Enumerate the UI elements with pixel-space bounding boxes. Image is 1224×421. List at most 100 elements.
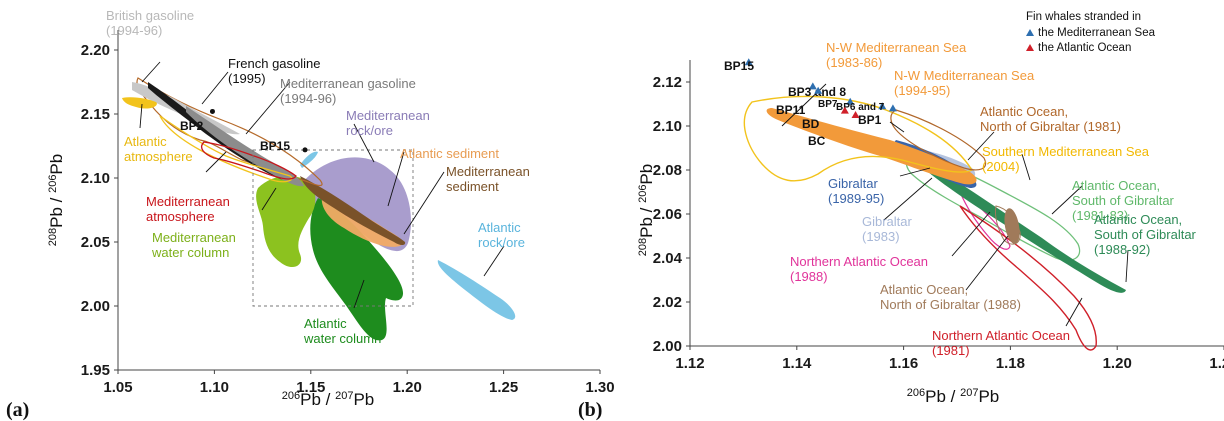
- field-label-mediterranean-water-column: Mediterranean water column: [151, 230, 236, 260]
- field-mediterranean-water-column: [256, 175, 316, 268]
- field-mediterranean-sediment: [300, 176, 406, 245]
- point-label-bd: BD: [802, 117, 820, 131]
- x-tick-label: 1.18: [996, 355, 1025, 372]
- field-atlantic-atmosphere-outline: [159, 115, 293, 183]
- leader-sw-gibraltar-1981-83: [1051, 185, 1083, 215]
- chart-b: 2.002.022.042.062.082.102.12 1.12 1.14 1.1…: [578, 11, 1224, 421]
- leader-nw-med-1994-95: [889, 121, 905, 133]
- x-tick-label: 1.30: [585, 379, 614, 396]
- y-tick-label: 2.12: [653, 74, 682, 91]
- x-tick-label: 1.20: [393, 379, 422, 396]
- chart-a-x-ticks: 1.05 1.10 1.15 1.20 1.25 1.30: [103, 370, 615, 396]
- chart-a-y-axis-title: 208Pb / 206Pb: [47, 154, 66, 246]
- point-bp1: [888, 104, 897, 112]
- x-tick-label: 1.22: [1209, 355, 1224, 372]
- field-north-gibraltar-1988-outline: [995, 205, 1021, 245]
- field-mediterranean-gasoline: [186, 106, 304, 187]
- field-label-mediterranean-rock-ore: Mediterranean rock/ore: [346, 108, 430, 138]
- chart-b-field-labels: N-W Mediterranean Sea (1983-86)N-W Medite…: [790, 40, 1197, 358]
- point-bp7: [846, 97, 855, 105]
- chart-b-x-ticks: 1.12 1.14 1.16 1.18 1.20 1.22: [675, 346, 1224, 372]
- x-tick-label: 1.20: [1103, 355, 1132, 372]
- leader-atlantic-atmosphere: [139, 103, 143, 129]
- y-tick-label: 2.05: [81, 234, 110, 251]
- leader-atlantic-rock-ore: [483, 245, 505, 277]
- leader-north-gibraltar-1981: [967, 131, 995, 161]
- point-label-bp2: BP2: [180, 119, 204, 133]
- legend-title: Fin whales stranded in: [1026, 11, 1141, 23]
- leader-northern-atlantic-1981: [1065, 297, 1083, 327]
- chart-b-x-axis-title: 206Pb / 207Pb: [907, 387, 999, 406]
- y-tick-label: 1.95: [81, 362, 110, 379]
- leader-mediterranean-atmosphere: [205, 151, 227, 173]
- field-sw-gibraltar-1988-92: [928, 164, 1126, 293]
- chart-b-y-axis-title: 208Pb / 206Pb: [637, 164, 656, 256]
- point-bp6-and-7: [878, 102, 887, 110]
- field-label-gibraltar-1983: Gibraltar (1983): [862, 214, 913, 244]
- x-tick-label: 1.05: [103, 379, 132, 396]
- field-label-northern-atlantic-ocean-1981: Northern Atlantic Ocean (1981): [932, 328, 1070, 358]
- y-tick-label: 2.10: [81, 170, 110, 187]
- field-atlantic-water-column: [310, 198, 404, 341]
- chart-b-y-ticks: 2.00 2.02 2.04 2.06 2.08 2.10 2.12: [653, 74, 690, 355]
- chart-a-x-axis-title: 206Pb / 207Pb: [282, 390, 374, 409]
- field-label-atlantic-atmosphere: Atlantic atmosphere: [124, 134, 193, 164]
- field-label-atlantic-ocean-south-of-gibraltar-1988-92: Atlantic Ocean, South of Gibraltar (1988-9…: [1094, 212, 1197, 257]
- legend-marker-the-mediterranean-sea: [1026, 29, 1034, 36]
- point-label-bp7: BP7: [818, 99, 838, 110]
- point-bd: [840, 106, 849, 114]
- panel-label-b: (b): [578, 399, 602, 421]
- field-label-atlantic-sediment: Atlantic sediment: [400, 146, 499, 161]
- field-north-gibraltar-1981: [890, 109, 987, 171]
- field-label-southern-mediterranean-sea-2004: Southern Mediterranean Sea (2004): [982, 144, 1150, 174]
- y-tick-label: 2.00: [653, 338, 682, 355]
- leader-sw-gibraltar-1988-92: [1125, 249, 1129, 283]
- x-tick-label: 1.15: [296, 379, 325, 396]
- zoom-box: [252, 149, 414, 307]
- field-nw-med-1983-86: [743, 95, 974, 182]
- field-north-gibraltar-1988: [1004, 208, 1020, 244]
- y-tick-label: 2.02: [653, 294, 682, 311]
- point-bp2: [209, 108, 215, 114]
- field-northern-atlantic-1981: [959, 205, 1097, 351]
- point-label-bp6-and-7: BP6 and 7: [836, 102, 885, 113]
- chart-a-leader-lines: [139, 61, 505, 309]
- leader-mediterranean-rock-ore: [353, 123, 375, 163]
- chart-a-y-ticks: 1.95 2.00 2.05 2.10 2.15 2.20: [81, 42, 118, 379]
- y-tick-label: 2.00: [81, 298, 110, 315]
- field-sw-gibraltar-1981-83: [905, 153, 1081, 261]
- leader-french-gasoline: [201, 71, 229, 105]
- field-label-atlantic-ocean-south-of-gibraltar-1981-83: Atlantic Ocean, South of Gibraltar (1981-8…: [1072, 178, 1175, 223]
- field-label-atlantic-ocean-north-of-gibraltar-1988: Atlantic Ocean, North of Gibraltar (1988): [880, 282, 1021, 312]
- point-label-bp15: BP15: [724, 59, 754, 73]
- leader-south-med-2004: [1021, 153, 1031, 181]
- field-label-atlantic-rock-ore: Atlantic rock/ore: [478, 220, 525, 250]
- chart-a: 1.95 2.00 2.05 2.10 2.15 2.20 1.05 1.10 1.15 1.2…: [6, 8, 615, 421]
- y-tick-label: 2.10: [653, 118, 682, 135]
- leader-north-gibraltar-1988: [965, 235, 1009, 291]
- point-label-bp1: BP1: [858, 113, 882, 127]
- leader-mediterranean-sediment: [403, 171, 445, 235]
- point-bp11: [814, 86, 823, 94]
- leader-mediterranean-water-column: [261, 187, 277, 211]
- field-atlantic-rock-ore-small: [300, 151, 318, 168]
- leader-atlantic-sediment: [387, 151, 405, 207]
- field-label-northern-atlantic-ocean-1988: Northern Atlantic Ocean (1988): [790, 254, 928, 284]
- leader-mediterranean-gasoline: [245, 81, 291, 135]
- x-tick-label: 1.16: [889, 355, 918, 372]
- legend-label-the-mediterranean-sea: the Mediterranean Sea: [1038, 27, 1156, 39]
- point-bc: [851, 111, 860, 118]
- panel-label-a: (a): [6, 399, 29, 421]
- point-bp15: [744, 58, 753, 66]
- point-bp15: [302, 147, 308, 153]
- leader-atlantic-water-column: [353, 279, 365, 309]
- y-tick-label: 2.20: [81, 42, 110, 59]
- leader-gibraltar-1989-95: [899, 167, 931, 177]
- field-label-atlantic-water-column: Atlantic water column: [303, 316, 381, 346]
- point-label-bp11: BP11: [776, 103, 806, 117]
- chart-a-points: BP2 BP15: [180, 108, 308, 153]
- field-label-mediterranean-gasoline-1994-96: Mediterranean gasoline (1994-96): [280, 76, 416, 106]
- point-label-bp15: BP15: [260, 139, 290, 153]
